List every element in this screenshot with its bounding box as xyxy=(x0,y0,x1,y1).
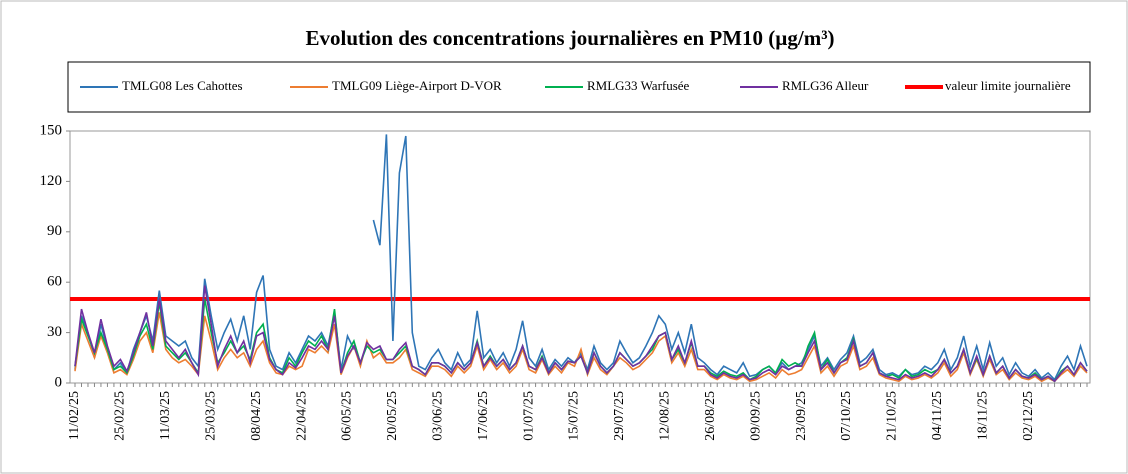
x-tick-label: 20/05/25 xyxy=(385,391,400,441)
legend-label: RMLG33 Warfusée xyxy=(587,78,690,93)
y-tick-label: 30 xyxy=(47,324,62,340)
x-tick-label: 02/12/25 xyxy=(1021,391,1036,441)
x-tick-label: 03/06/25 xyxy=(431,391,446,441)
chart-title: Evolution des concentrations journalière… xyxy=(306,26,835,50)
series-line xyxy=(74,312,1088,383)
y-tick-label: 90 xyxy=(47,223,62,239)
x-tick-label: 23/09/25 xyxy=(794,391,809,441)
x-tick-label: 08/04/25 xyxy=(249,391,264,441)
y-tick-label: 120 xyxy=(40,173,63,189)
y-tick-label: 60 xyxy=(47,274,62,290)
x-tick-label: 26/08/25 xyxy=(703,391,718,441)
x-tick-label: 12/08/25 xyxy=(658,391,673,441)
series-line xyxy=(74,134,1088,381)
y-tick-label: 0 xyxy=(55,374,63,390)
plot-area xyxy=(69,130,1091,384)
x-tick-label: 07/10/25 xyxy=(839,391,854,441)
series-line xyxy=(74,285,1088,383)
legend-label: RMLG36 Alleur xyxy=(782,78,869,93)
x-tick-label: 21/10/25 xyxy=(885,391,900,441)
legend-box xyxy=(67,61,1091,113)
x-tick-label: 11/03/25 xyxy=(158,391,173,440)
x-tick-label: 09/09/25 xyxy=(748,391,763,441)
x-tick-label: 11/02/25 xyxy=(67,391,82,440)
y-tick-label: 150 xyxy=(40,122,63,138)
x-tick-label: 15/07/25 xyxy=(567,391,582,441)
x-tick-label: 18/11/25 xyxy=(975,391,990,440)
x-tick-label: 06/05/25 xyxy=(340,391,355,441)
x-tick-label: 29/07/25 xyxy=(612,391,627,441)
x-tick-label: 04/11/25 xyxy=(930,391,945,440)
x-tick-label: 01/07/25 xyxy=(521,391,536,441)
x-tick-label: 25/03/25 xyxy=(203,391,218,441)
x-tick-label: 22/04/25 xyxy=(294,391,309,441)
x-tick-label: 17/06/25 xyxy=(476,391,491,441)
legend-label: valeur limite journalière xyxy=(945,78,1071,93)
x-tick-label: 25/02/25 xyxy=(113,391,128,441)
legend-label: TMLG09 Liège-Airport D-VOR xyxy=(332,78,502,93)
legend-label: TMLG08 Les Cahottes xyxy=(122,78,243,93)
